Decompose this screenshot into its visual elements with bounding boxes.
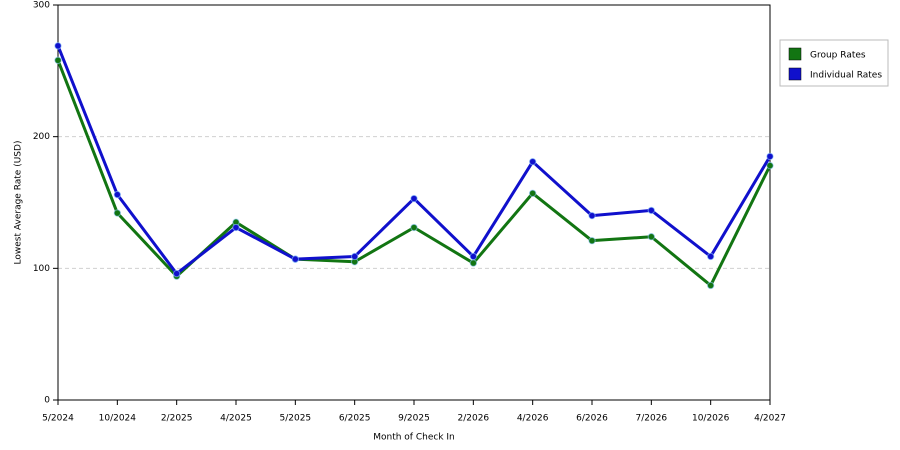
point [588,236,596,245]
legend-label: Individual Rates [810,71,882,81]
legend-swatch [788,67,802,81]
point [172,269,181,278]
x-tick-label: 6/2026 [576,414,608,424]
point [469,252,478,261]
series-line [56,45,772,276]
point [113,190,122,199]
x-tick-label: 5/2025 [279,414,311,424]
y-tick-label: 200 [33,132,50,142]
point [588,211,596,220]
legend-swatch [788,47,802,61]
x-tick-label: 10/2026 [692,414,730,424]
point [410,194,418,203]
y-tick-label: 0 [44,396,50,406]
point [291,255,300,263]
point [528,157,537,166]
point [54,42,62,50]
x-tick-label: 2/2026 [457,414,489,424]
point [706,252,715,261]
point [766,152,774,161]
x-tick-label: 4/2027 [754,414,786,424]
point [350,252,359,261]
point [528,189,537,197]
point [410,223,418,232]
x-tick-label: 9/2025 [398,414,430,424]
point [113,209,122,217]
x-axis-title: Month of Check In [373,433,455,443]
x-tick-label: 4/2026 [517,414,549,424]
x-tick-label: 10/2024 [99,414,137,424]
x-tick-label: 4/2025 [220,414,252,424]
point [766,161,774,170]
y-axis-title: Lowest Average Rate (USD) [14,141,24,265]
x-tick-label: 7/2026 [635,414,667,424]
x-tick-label: 2/2025 [161,414,193,424]
x-tick-label: 5/2024 [42,414,74,424]
plot-frame [57,4,771,401]
y-tick-label: 100 [33,264,50,274]
series-line [56,59,772,287]
point [647,233,656,241]
point [706,281,715,290]
point [469,259,478,267]
point [647,206,656,215]
y-tick-label: 300 [33,1,50,11]
point [232,223,240,232]
point [54,56,62,64]
x-tick-label: 6/2025 [339,414,371,424]
legend-label: Group Rates [810,51,866,61]
